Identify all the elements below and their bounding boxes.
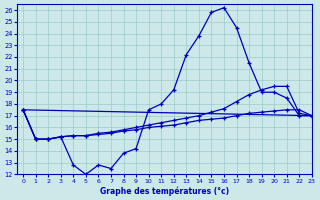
X-axis label: Graphe des températures (°c): Graphe des températures (°c) [100,186,229,196]
